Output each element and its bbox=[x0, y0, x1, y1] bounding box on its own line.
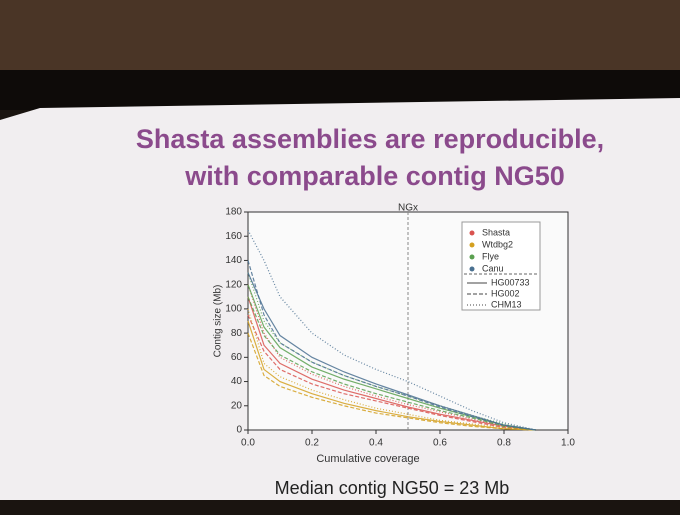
legend-dot bbox=[469, 242, 475, 248]
y-tick-label: 160 bbox=[225, 231, 242, 242]
legend-label: Flye bbox=[482, 251, 499, 261]
ngx-line bbox=[247, 260, 537, 431]
legend-label: Wtdbg2 bbox=[482, 239, 513, 249]
x-tick-label: 0.2 bbox=[305, 438, 319, 449]
x-axis-label: Cumulative coverage bbox=[316, 453, 419, 465]
legend-dot bbox=[469, 254, 475, 260]
legend-label: CHM13 bbox=[491, 299, 522, 309]
ngx-line bbox=[247, 332, 537, 431]
ngx-line bbox=[247, 296, 537, 431]
ceiling bbox=[0, 0, 680, 70]
legend-label: HG00733 bbox=[491, 277, 530, 287]
y-tick-label: 80 bbox=[231, 328, 243, 339]
y-tick-label: 40 bbox=[231, 376, 243, 387]
y-tick-label: 120 bbox=[225, 279, 242, 290]
x-tick-label: 0.4 bbox=[369, 438, 383, 449]
legend-dot bbox=[469, 266, 475, 272]
plot-title: NGx bbox=[398, 203, 418, 214]
y-tick-label: 180 bbox=[225, 207, 242, 218]
y-tick-label: 60 bbox=[231, 352, 243, 363]
slide-title: Shasta assemblies are reproducible, bbox=[136, 124, 604, 154]
slide-title: with comparable contig NG50 bbox=[184, 161, 565, 191]
x-tick-label: 0.6 bbox=[433, 438, 447, 449]
y-tick-label: 140 bbox=[225, 255, 242, 266]
y-axis-label: Contig size (Mb) bbox=[213, 285, 224, 358]
y-tick-label: 100 bbox=[225, 304, 242, 315]
legend-label: Canu bbox=[482, 263, 504, 273]
x-tick-label: 1.0 bbox=[561, 438, 575, 449]
ngx-line bbox=[247, 229, 537, 431]
ngx-line bbox=[247, 320, 537, 431]
legend-label: HG002 bbox=[491, 288, 520, 298]
x-tick-label: 0.0 bbox=[241, 438, 255, 449]
chart: NGx Cumulative coverage Contig size (Mb) 0 2… bbox=[213, 203, 576, 465]
ngx-line bbox=[247, 284, 537, 431]
legend-label: Shasta bbox=[482, 227, 510, 237]
ngx-line bbox=[247, 296, 537, 431]
x-tick-label: 0.8 bbox=[497, 438, 511, 449]
ngx-line bbox=[247, 272, 537, 431]
legend-dot bbox=[469, 230, 475, 236]
ngx-line bbox=[247, 314, 537, 431]
legend-box bbox=[461, 221, 541, 311]
footer: Median contig NG50 = 23 Mb bbox=[275, 478, 510, 498]
y-tick-label: 0 bbox=[236, 425, 242, 436]
y-tick-label: 20 bbox=[231, 400, 243, 411]
